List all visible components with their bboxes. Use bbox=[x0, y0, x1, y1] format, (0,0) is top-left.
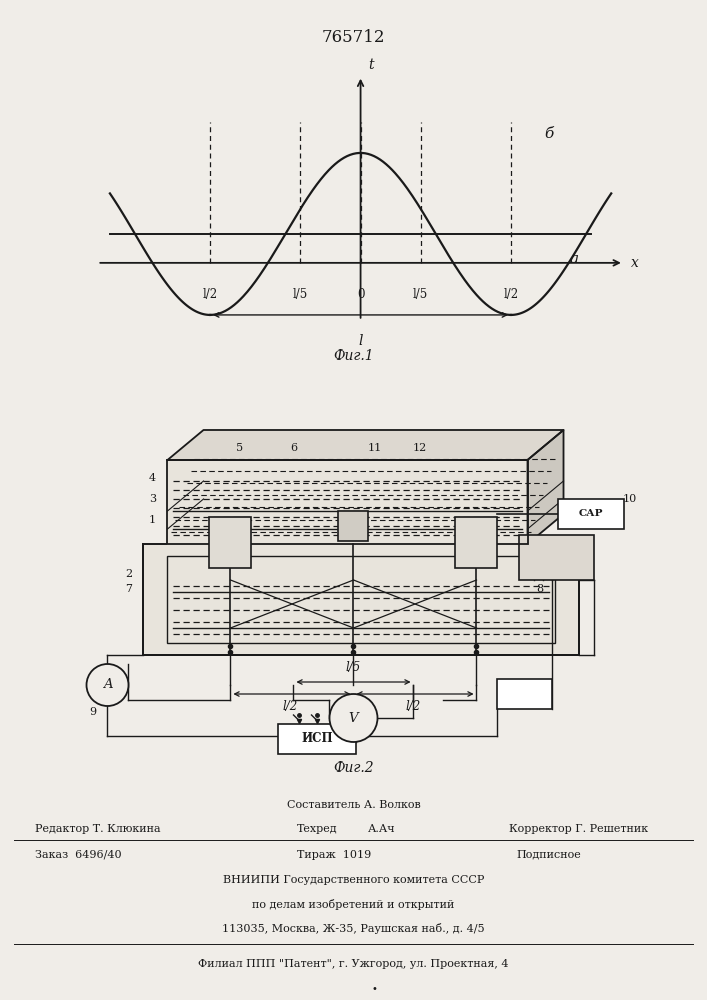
Text: l/2: l/2 bbox=[406, 700, 421, 713]
Text: 7: 7 bbox=[125, 584, 132, 594]
Text: V: V bbox=[349, 712, 358, 724]
Polygon shape bbox=[527, 430, 563, 544]
Bar bbox=[558, 499, 624, 529]
Bar bbox=[144, 544, 578, 655]
Text: ВНИИПИ Государственного комитета СССР: ВНИИПИ Государственного комитета СССР bbox=[223, 875, 484, 885]
Text: Редактор Т. Клюкина: Редактор Т. Клюкина bbox=[35, 824, 161, 834]
Text: САР: САР bbox=[578, 510, 603, 518]
Text: l/5: l/5 bbox=[346, 662, 361, 674]
Bar bbox=[279, 724, 356, 754]
Text: 2: 2 bbox=[125, 569, 132, 579]
Text: 113035, Москва, Ж-35, Раушская наб., д. 4/5: 113035, Москва, Ж-35, Раушская наб., д. … bbox=[222, 923, 485, 934]
Text: Подписное: Подписное bbox=[516, 850, 581, 859]
Polygon shape bbox=[168, 430, 563, 460]
Text: 6: 6 bbox=[290, 443, 297, 453]
Text: 3: 3 bbox=[149, 494, 156, 504]
Text: 12: 12 bbox=[412, 443, 426, 453]
Text: l/2: l/2 bbox=[503, 288, 518, 301]
Text: 10: 10 bbox=[622, 494, 636, 504]
Polygon shape bbox=[168, 460, 527, 544]
Bar bbox=[209, 517, 252, 568]
Text: 8: 8 bbox=[536, 584, 543, 594]
Text: 765712: 765712 bbox=[322, 29, 385, 46]
Bar bbox=[168, 460, 527, 544]
Text: Заказ  6496/40: Заказ 6496/40 bbox=[35, 850, 122, 859]
Circle shape bbox=[329, 694, 378, 742]
Text: •: • bbox=[372, 984, 378, 994]
Text: Фиг.2: Фиг.2 bbox=[333, 760, 374, 774]
Text: l/5: l/5 bbox=[293, 288, 308, 301]
Text: 11: 11 bbox=[368, 443, 382, 453]
Text: 5: 5 bbox=[236, 443, 243, 453]
Bar bbox=[455, 517, 498, 568]
Text: t: t bbox=[368, 58, 374, 72]
Bar bbox=[339, 511, 368, 541]
Text: 9: 9 bbox=[89, 707, 96, 717]
Text: 0: 0 bbox=[357, 288, 364, 301]
Text: Фиг.1: Фиг.1 bbox=[333, 349, 374, 363]
Bar bbox=[168, 556, 554, 643]
Text: x: x bbox=[631, 256, 639, 270]
Text: б: б bbox=[544, 127, 553, 141]
Text: Филиал ППП "Патент", г. Ужгород, ул. Проектная, 4: Филиал ППП "Патент", г. Ужгород, ул. Про… bbox=[198, 959, 509, 969]
Text: l/2: l/2 bbox=[283, 700, 298, 713]
Text: А.Ач: А.Ач bbox=[368, 824, 395, 834]
Text: l: l bbox=[358, 334, 363, 348]
Text: по делам изобретений и открытий: по делам изобретений и открытий bbox=[252, 899, 455, 910]
Text: 1: 1 bbox=[149, 515, 156, 525]
Text: Составитель А. Волков: Составитель А. Волков bbox=[286, 800, 421, 810]
Circle shape bbox=[86, 664, 129, 706]
Text: A: A bbox=[103, 678, 112, 692]
Bar bbox=[518, 535, 593, 580]
Text: Корректор Г. Решетник: Корректор Г. Решетник bbox=[509, 824, 648, 834]
Text: l/2: l/2 bbox=[203, 288, 218, 301]
Text: Техред: Техред bbox=[297, 824, 337, 834]
Text: 4: 4 bbox=[149, 473, 156, 483]
Bar bbox=[498, 679, 551, 709]
Text: l/5: l/5 bbox=[413, 288, 428, 301]
Text: Тираж  1019: Тираж 1019 bbox=[297, 850, 371, 859]
Text: ИСП: ИСП bbox=[302, 732, 333, 746]
Text: а: а bbox=[569, 252, 578, 266]
